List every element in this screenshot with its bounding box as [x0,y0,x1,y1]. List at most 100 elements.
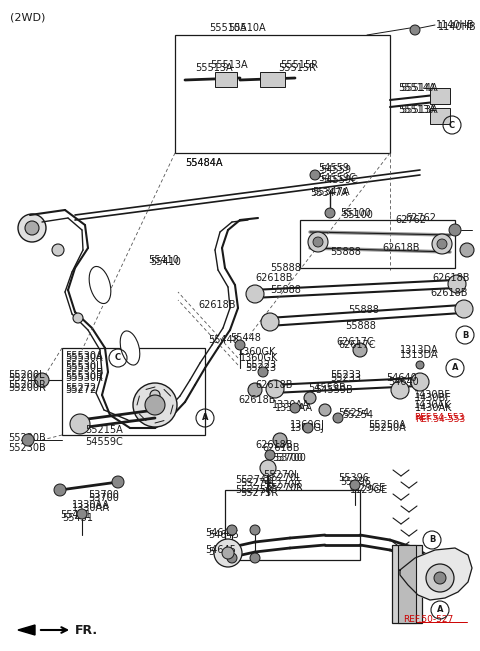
Text: 55200R: 55200R [8,383,46,393]
Circle shape [437,239,447,249]
Text: 1430BF: 1430BF [414,390,451,400]
Text: 55270R: 55270R [263,480,301,490]
Text: 55272: 55272 [65,383,96,393]
Text: 55410: 55410 [148,255,179,265]
Text: 55530A: 55530A [65,351,103,361]
Circle shape [18,214,46,242]
Text: 55347A: 55347A [310,188,348,198]
Text: 55530A: 55530A [65,353,103,363]
Text: 1360GK: 1360GK [240,353,278,363]
Circle shape [246,285,264,303]
Bar [430,108,450,124]
Circle shape [73,313,83,323]
Text: 55888: 55888 [270,263,301,273]
Text: 54559C: 54559C [318,173,356,183]
Bar [175,35,390,153]
Text: 1129GE: 1129GE [350,485,388,495]
Bar [62,348,205,435]
Text: 55200R: 55200R [8,380,46,390]
Bar [430,88,450,104]
Text: 55530L: 55530L [65,361,101,371]
Text: 55448: 55448 [230,333,261,343]
Text: 55513A: 55513A [398,105,436,115]
Circle shape [319,404,331,416]
Text: B: B [462,331,468,340]
Text: 62618B: 62618B [255,440,292,450]
Text: 55451: 55451 [60,510,91,520]
Text: 55233: 55233 [330,373,361,383]
Circle shape [304,392,316,404]
Text: 54645: 54645 [205,545,236,555]
Bar [392,545,422,623]
Text: 55270L: 55270L [263,470,300,480]
Text: 55513A: 55513A [195,63,233,73]
Text: 55513A: 55513A [210,60,248,70]
Text: 55270L: 55270L [265,473,301,483]
Circle shape [150,390,160,400]
Text: 62618B: 62618B [238,395,276,405]
Text: 1430AK: 1430AK [415,403,453,413]
Circle shape [25,221,39,235]
Circle shape [250,525,260,535]
Circle shape [112,476,124,488]
Text: 55515R: 55515R [278,63,316,73]
Bar [225,490,360,560]
Circle shape [77,509,87,519]
Text: 62762: 62762 [405,213,436,223]
Text: 54645: 54645 [208,547,239,557]
Text: 55888: 55888 [345,321,376,331]
Text: 55230B: 55230B [8,443,46,453]
Text: 55514A: 55514A [398,83,436,93]
Text: REF.50-527: REF.50-527 [403,615,453,624]
Text: 55410: 55410 [150,257,181,267]
Text: 55396: 55396 [338,473,369,483]
Circle shape [248,383,262,397]
Text: REF.54-553: REF.54-553 [415,415,465,424]
Circle shape [35,373,49,387]
Circle shape [448,275,466,293]
Circle shape [261,313,279,331]
Text: FR.: FR. [75,624,98,637]
Text: 54645: 54645 [208,530,239,540]
Circle shape [290,403,300,413]
Text: 1360GK: 1360GK [238,347,276,357]
Text: C: C [449,120,455,130]
Circle shape [313,237,323,247]
Text: 54559B: 54559B [308,383,346,393]
Text: 55484A: 55484A [185,158,223,168]
Text: 55270R: 55270R [265,483,303,493]
Text: 62618B: 62618B [255,273,292,283]
Text: 1140HB: 1140HB [436,20,475,30]
Circle shape [455,300,473,318]
Text: 1360GJ: 1360GJ [290,420,325,430]
Circle shape [133,383,177,427]
Circle shape [426,564,454,592]
Bar [215,72,237,87]
Circle shape [222,547,234,559]
Circle shape [258,367,268,377]
Text: 55200L: 55200L [8,370,45,380]
Text: 53700: 53700 [272,453,303,463]
Text: 1313DA: 1313DA [400,350,439,360]
Text: 55254: 55254 [338,408,369,418]
Circle shape [235,340,245,350]
Text: 55250A: 55250A [368,420,406,430]
Circle shape [227,525,237,535]
Text: 55530L: 55530L [65,363,101,373]
Text: 1129GE: 1129GE [348,483,386,493]
Text: 54559C: 54559C [85,437,123,447]
Text: 55200L: 55200L [8,373,45,383]
Text: A: A [437,605,443,615]
Text: 55514A: 55514A [400,83,438,93]
Circle shape [250,553,260,563]
Circle shape [260,460,276,476]
Text: 55347A: 55347A [312,187,349,197]
Text: 1360GJ: 1360GJ [290,423,325,433]
Text: REF.54-553: REF.54-553 [414,413,464,422]
Text: 55274L: 55274L [235,475,272,485]
Text: 55100: 55100 [340,208,371,218]
Circle shape [214,539,242,567]
Text: 55250A: 55250A [368,423,406,433]
Text: 62762: 62762 [395,215,426,225]
Text: A: A [452,363,458,372]
